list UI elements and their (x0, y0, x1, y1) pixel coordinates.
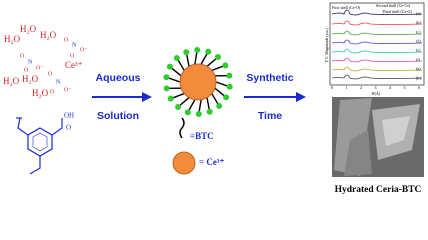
curve-label: (c) (416, 29, 421, 34)
caption: Hydrated Ceria-BTC (335, 185, 422, 195)
ligand-key (179, 117, 185, 139)
atom: O (50, 89, 55, 95)
water: H₂O (20, 24, 37, 34)
ligand-head (206, 108, 213, 115)
curve-label: (f) (416, 57, 421, 62)
atom: O (24, 67, 29, 73)
water: H₂O (32, 88, 49, 98)
annotation: First shell (Ce-O) (332, 5, 361, 10)
ligand-head (226, 83, 233, 90)
sem-image (332, 97, 424, 177)
step-label: Synthetic (246, 72, 293, 84)
x-label: R(Å) (372, 91, 381, 96)
ligand-head (194, 47, 201, 54)
ligand-head (226, 72, 233, 79)
curve-label: (b) (416, 20, 421, 25)
legend-label: =BTC (190, 131, 214, 141)
water: H₂O (3, 76, 20, 86)
atom: O (70, 53, 75, 59)
x-tick-label: 6 (418, 85, 420, 90)
x-tick-label: 2 (360, 85, 362, 90)
water: H₂O (4, 34, 21, 44)
curve-label: (d) (416, 39, 421, 44)
legend-label: = Ce³⁺ (199, 157, 225, 167)
btc-atom: OH (64, 112, 74, 120)
curve-label: (e) (416, 48, 421, 53)
atom: O⁻ (36, 65, 44, 71)
btc-molecule (16, 117, 63, 175)
curve-label: (h) (416, 75, 421, 80)
ligand-head (184, 109, 191, 116)
ligand-head (223, 94, 230, 101)
step-label: Time (258, 110, 282, 122)
ligand-head (163, 85, 170, 92)
atom: N (72, 42, 77, 48)
x-tick-label: 1 (346, 85, 348, 90)
ligand-head (175, 104, 182, 111)
ligand-head (183, 49, 190, 56)
atom: O (64, 37, 69, 43)
x-tick-label: 3 (375, 85, 377, 90)
x-tick-label: 0 (331, 85, 333, 90)
arrow-head (296, 92, 306, 102)
ligand-head (222, 62, 229, 69)
graphical-abstract: H₂O H₂O H₂O H₂O H₂O H₂O Ce³⁺ O N O⁻ O O … (3, 2, 425, 195)
atom: O (20, 53, 25, 59)
ligand-head (163, 74, 170, 81)
ligand-head (216, 103, 223, 110)
arrow-head (142, 92, 152, 102)
atom: N (56, 79, 61, 85)
curve-label: (a) (416, 11, 421, 16)
ligand-head (167, 95, 174, 102)
annotation: Second shell (Ce-Ce) (376, 3, 411, 8)
atom: N (28, 59, 33, 65)
x-tick-label: 4 (389, 85, 391, 90)
ligand-head (195, 110, 202, 117)
inset-chart (329, 2, 425, 86)
ceria-core (179, 63, 217, 101)
water: H₂O (22, 74, 39, 84)
curve-label: (g) (416, 66, 421, 71)
ligand-head (214, 53, 221, 60)
inset-ticks: 0 1 2 3 4 5 6 (a) (b) (c) (d) (e) (f) (g) (h) (331, 11, 421, 90)
water: H₂O (40, 30, 57, 40)
atom: O⁻ (64, 87, 72, 93)
x-tick-label: 5 (404, 85, 406, 90)
ligand-shell (163, 47, 233, 117)
btc-atom: O (66, 124, 71, 132)
nitrate: O N O⁻ O O N O⁻ O O N O⁻ O (20, 37, 88, 95)
step-label: Aqueous (96, 72, 141, 84)
y-label: F.T. Magnitude (a.u.) (324, 28, 329, 62)
annotation: Third shell (Ce-O) (382, 9, 412, 14)
ligand-head (173, 54, 180, 61)
cerium-ion: Ce³⁺ (65, 60, 83, 70)
ligand-head (166, 63, 173, 70)
atom: O (48, 71, 53, 77)
ceria-key (172, 151, 196, 175)
atom: O⁻ (80, 47, 88, 53)
step-label: Solution (97, 110, 139, 122)
ligand-head (205, 48, 212, 55)
